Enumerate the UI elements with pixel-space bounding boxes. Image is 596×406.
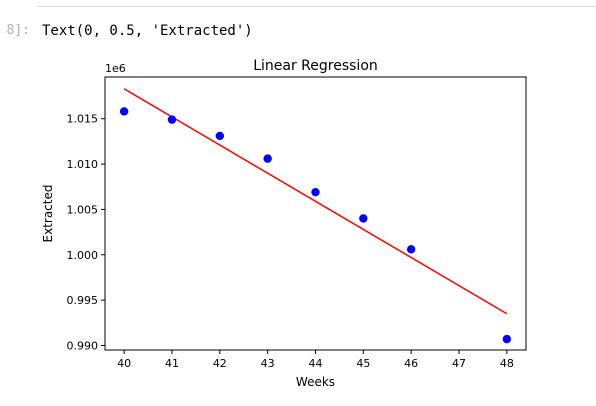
data-point bbox=[167, 115, 177, 124]
data-point bbox=[119, 107, 129, 116]
x-tick-label: 44 bbox=[309, 357, 323, 370]
x-tick-label: 41 bbox=[165, 357, 179, 370]
y-tick-label: 0.995 bbox=[67, 294, 99, 307]
y-tick-label: 1.010 bbox=[67, 158, 99, 171]
x-tick-label: 42 bbox=[213, 357, 227, 370]
x-tick-label: 48 bbox=[500, 357, 514, 370]
x-tick-label: 43 bbox=[261, 357, 275, 370]
y-offset-label: 1e6 bbox=[105, 62, 126, 75]
data-point bbox=[406, 245, 416, 254]
x-tick-label: 40 bbox=[117, 357, 131, 370]
output-prompt: 8]: bbox=[6, 23, 30, 38]
x-tick-label: 46 bbox=[404, 357, 418, 370]
cell-top-border bbox=[38, 6, 596, 7]
y-axis-label: Extracted bbox=[41, 185, 55, 243]
regression-line bbox=[123, 88, 508, 315]
data-point bbox=[311, 187, 320, 197]
y-tick-label: 0.990 bbox=[67, 339, 99, 352]
output-text: Text(0, 0.5, 'Extracted') bbox=[42, 23, 253, 39]
x-tick-label: 45 bbox=[356, 357, 370, 370]
data-point bbox=[215, 131, 225, 141]
y-tick-label: 1.000 bbox=[67, 249, 99, 262]
chart-title: Linear Regression bbox=[253, 58, 378, 74]
data-point bbox=[263, 154, 272, 163]
y-tick-label: 1.005 bbox=[67, 203, 99, 216]
data-point bbox=[359, 214, 368, 223]
x-tick-label: 47 bbox=[452, 357, 466, 370]
x-axis-label: Weeks bbox=[296, 375, 335, 389]
data-point bbox=[502, 334, 512, 344]
y-tick-label: 1.015 bbox=[67, 113, 99, 126]
